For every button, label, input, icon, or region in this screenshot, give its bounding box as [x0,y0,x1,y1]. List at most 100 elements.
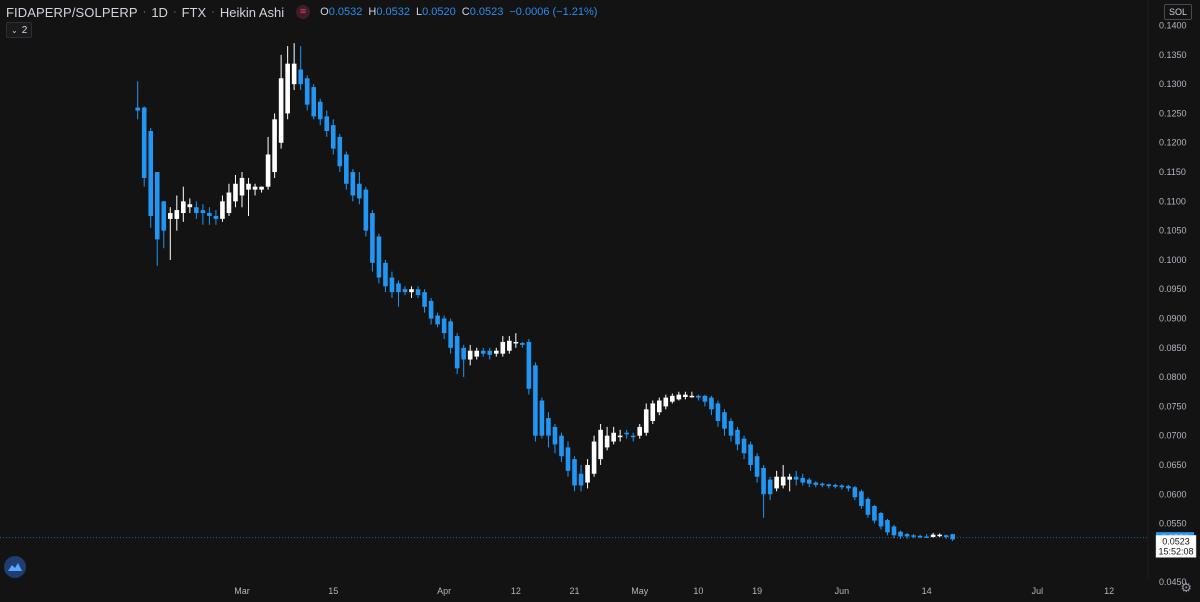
time-tick-label: 15 [328,586,338,596]
candle-body [839,485,845,488]
candle-body [311,87,317,117]
candle [409,286,414,298]
candle-body [350,172,356,196]
candle-body [520,343,525,345]
candle-body [539,400,545,436]
candle-body [194,207,199,214]
candle-body [780,476,786,486]
candle [317,98,323,126]
candle [493,347,499,357]
candle-body [683,394,688,398]
candle [441,315,447,340]
open-key: O [320,6,329,18]
candle [891,524,897,539]
candle [774,470,779,492]
separator-dot: · [172,6,177,18]
candle-body [259,186,264,190]
candle [546,412,551,448]
candle-body [200,210,206,214]
candle-body [826,484,832,487]
candle [663,394,669,410]
candle [226,183,232,216]
candle-body [513,341,519,344]
candle [304,75,310,111]
candle [833,483,838,489]
candle [780,464,786,489]
candle [728,418,734,442]
candle-body [800,477,806,483]
chevron-down-icon: ⌄ [11,25,18,35]
separator-dot: · [211,6,215,18]
candle-body [526,341,532,389]
candle [800,473,806,486]
candle [722,409,727,436]
candle-body [317,101,323,120]
time-tick-label: 19 [752,586,762,596]
candle-body [330,125,336,149]
price-tick-label: 0.0850 [1159,343,1187,353]
interval-label[interactable]: 1D [151,4,168,20]
candle [904,532,910,539]
candle [911,534,916,539]
candle-body [213,215,219,219]
settings-gear-icon[interactable]: ⚙ [1180,581,1192,596]
candle [285,46,290,120]
candle [141,106,147,187]
price-tick-label: 0.1300 [1159,79,1187,89]
candle-body [656,400,662,413]
candle [507,336,512,354]
candle-body [148,131,154,216]
close-price-label: 0.0523 [1162,536,1190,546]
candle-body [422,292,427,307]
candle-body [409,289,414,293]
candle-body [611,432,616,442]
tradingview-logo-icon[interactable] [4,556,26,578]
candle [402,286,408,296]
candle-body [154,172,160,240]
time-tick-label: Mar [234,586,250,596]
candle [878,511,884,530]
candle-body [278,78,284,143]
candle [357,172,362,205]
symbol-name[interactable]: FIDAPERP/SOLPERP [6,4,138,20]
candle-body [454,336,460,369]
candle-body [298,69,303,85]
candle [337,133,343,173]
candle [702,394,708,407]
time-axis[interactable]: Mar 15 Apr 12 21 May 10 19 Jun 14 Jul 12 [234,586,1114,596]
candle [585,459,590,489]
candle-body [696,395,701,398]
candle-body [161,201,167,231]
candle-body [226,192,232,214]
candle [709,395,714,416]
candle [846,484,851,492]
currency-label[interactable]: SOL [1164,4,1192,20]
price-tick-label: 0.0650 [1159,460,1187,470]
candle [474,347,480,360]
candle [872,504,877,524]
candle [467,344,473,366]
price-tick-label: 0.1350 [1159,50,1187,60]
candle-body [585,464,590,483]
candle-body [559,435,564,457]
legend-collapse-toggle[interactable]: ⌄ 2 [6,22,33,38]
candle-body [761,467,766,495]
candle [324,110,330,137]
source-icon[interactable]: ≋ [296,5,311,19]
candle-body [748,444,753,465]
candle-body [917,535,923,538]
candle-body [728,421,734,436]
candle-body [337,136,343,167]
candle-body [572,459,577,486]
price-tick-label: 0.0700 [1159,431,1187,441]
candle [552,423,558,454]
candle [754,453,760,483]
candle-body [304,78,310,105]
candle [630,432,636,442]
candle-body [702,395,708,402]
ohlc-low: L0.0520 [416,6,456,18]
candle-body [357,183,362,199]
candle [246,177,251,216]
price-tick-label: 0.1150 [1159,167,1186,177]
